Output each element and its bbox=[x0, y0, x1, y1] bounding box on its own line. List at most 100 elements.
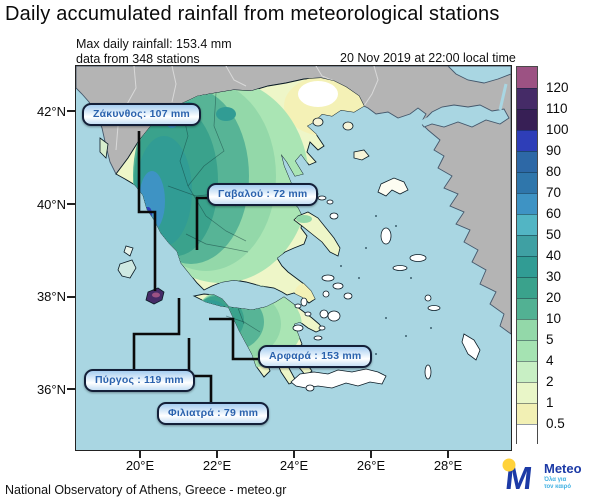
island-samos bbox=[409, 254, 427, 262]
island-santorini bbox=[313, 335, 323, 341]
colorbar-segment bbox=[517, 130, 537, 151]
stations-count-text: data from 348 stations bbox=[76, 51, 200, 66]
island-mykonos bbox=[343, 292, 353, 300]
lon-label-26e: 26°E bbox=[356, 458, 386, 473]
colorbar-tick-label: 90 bbox=[546, 143, 562, 158]
logo-tagline: Όλα για τον καιρό bbox=[544, 477, 572, 490]
rainfall-colorbar: 120 110 100 90 80 70 60 50 40 30 20 10 5… bbox=[516, 66, 569, 445]
lon-label-22e: 22°E bbox=[202, 458, 232, 473]
island-samothrace bbox=[342, 121, 354, 131]
island-crete bbox=[290, 368, 387, 389]
lat-label-38n: 38°N bbox=[36, 289, 66, 304]
colorbar-segment bbox=[517, 256, 537, 277]
datetime-text: 20 Nov 2019 at 22:00 local time bbox=[340, 51, 516, 65]
colorbar-segment bbox=[517, 214, 537, 235]
colorbar-segment bbox=[517, 67, 537, 88]
colorbar-segment bbox=[517, 88, 537, 109]
colorbar-segment bbox=[517, 172, 537, 193]
island-kefalonia bbox=[117, 259, 137, 279]
callout-gavalou: Γαβαλού : 72 mm bbox=[207, 183, 319, 206]
colorbar-segment bbox=[517, 340, 537, 361]
colorbar-segment bbox=[517, 319, 537, 340]
lat-tick bbox=[67, 388, 75, 390]
country-borders bbox=[115, 66, 379, 151]
colorbar-tick-label: 120 bbox=[546, 80, 569, 95]
colorbar-tick-label: 50 bbox=[546, 227, 562, 242]
colorbar-tick-label: 0.5 bbox=[546, 416, 565, 431]
island-chios bbox=[380, 227, 392, 245]
attribution-text: National Observatory of Athens, Greece -… bbox=[5, 483, 287, 497]
sea-of-marmara bbox=[420, 104, 510, 128]
dardanelles-strait bbox=[409, 117, 429, 131]
callout-zakynthos: Ζάκυνθος: 107 mm bbox=[82, 103, 201, 126]
colorbar-tick-label: 100 bbox=[546, 122, 569, 137]
colorbar-tick-label: 80 bbox=[546, 164, 562, 179]
colorbar-tick-label: 110 bbox=[546, 101, 568, 116]
lat-label-42n: 42°N bbox=[36, 104, 66, 119]
colorbar-tick-label: 5 bbox=[546, 332, 554, 347]
colorbar-tick-label: 60 bbox=[546, 206, 562, 221]
meteo-logo: M Meteo Όλα για τον καιρό bbox=[500, 455, 586, 501]
lat-tick bbox=[67, 110, 75, 112]
island-ikaria bbox=[392, 265, 408, 271]
colorbar-segment bbox=[517, 193, 537, 214]
island-skyros bbox=[329, 212, 339, 220]
colorbar-tick-label: 70 bbox=[546, 185, 562, 200]
island-aegina bbox=[294, 303, 302, 309]
colorbar-segment bbox=[517, 298, 537, 319]
lat-label-40n: 40°N bbox=[36, 197, 66, 212]
colorbar-tick-label: 2 bbox=[546, 374, 554, 389]
island-euboea bbox=[293, 211, 341, 257]
island-karpathos bbox=[424, 364, 432, 380]
meteo-logo-mark: M bbox=[502, 458, 534, 496]
colorbar-tick-label: 4 bbox=[546, 353, 554, 368]
bosphorus-strait bbox=[498, 83, 508, 111]
colorbar-tick-label: 20 bbox=[546, 290, 562, 305]
colorbar-segment bbox=[517, 382, 537, 403]
callout-arfara: Αρφαρά : 153 mm bbox=[258, 345, 373, 368]
page-title: Daily accumulated rainfall from meteorol… bbox=[5, 3, 500, 25]
island-thasos bbox=[312, 117, 324, 127]
islet-dots bbox=[340, 215, 432, 355]
callout-pyrgos: Πύργος : 119 mm bbox=[84, 369, 195, 392]
lon-label-28e: 28°E bbox=[433, 458, 463, 473]
colorbar-segment bbox=[517, 109, 537, 130]
leader-zakynthos bbox=[137, 131, 157, 291]
logo-word: Meteo bbox=[544, 461, 582, 476]
island-andros bbox=[321, 274, 335, 282]
lon-label-20e: 20°E bbox=[125, 458, 155, 473]
callout-leader-lines bbox=[132, 131, 259, 403]
lat-tick bbox=[67, 296, 75, 298]
lon-tick bbox=[447, 450, 449, 458]
lat-label-36n: 36°N bbox=[36, 382, 66, 397]
colorbar-segment bbox=[517, 235, 537, 256]
colorbar-tick-label: 1 bbox=[546, 395, 554, 410]
colorbar-segment bbox=[517, 277, 537, 298]
colorbar-segment bbox=[517, 151, 537, 172]
island-tinos bbox=[332, 282, 344, 290]
colorbar-tick-label: 10 bbox=[546, 311, 562, 326]
lon-tick bbox=[216, 450, 218, 458]
leader-arfara bbox=[209, 317, 259, 361]
island-lesbos bbox=[377, 177, 409, 197]
colorbar-tick-label: 40 bbox=[546, 248, 562, 263]
island-corfu bbox=[99, 137, 109, 159]
colorbar-tick-label: 30 bbox=[546, 269, 562, 284]
colorbar-segment bbox=[517, 361, 537, 382]
island-kythira bbox=[305, 384, 315, 392]
lon-tick bbox=[139, 450, 141, 458]
leader-gavalou bbox=[195, 196, 208, 250]
island-naxos bbox=[327, 310, 341, 322]
max-rainfall-text: Max daily rainfall: 153.4 mm bbox=[76, 37, 232, 51]
lon-label-24e: 24°E bbox=[279, 458, 309, 473]
island-kos bbox=[427, 305, 441, 311]
colorbar-segment bbox=[517, 424, 537, 445]
island-paros bbox=[319, 309, 329, 319]
colorbar-segment bbox=[517, 403, 537, 424]
callout-filiatra: Φιλιατρά : 79 mm bbox=[157, 402, 270, 425]
island-limnos bbox=[353, 149, 370, 161]
leader-pyrgos bbox=[132, 298, 181, 370]
island-lefkada bbox=[123, 245, 134, 257]
islands bbox=[99, 117, 481, 392]
